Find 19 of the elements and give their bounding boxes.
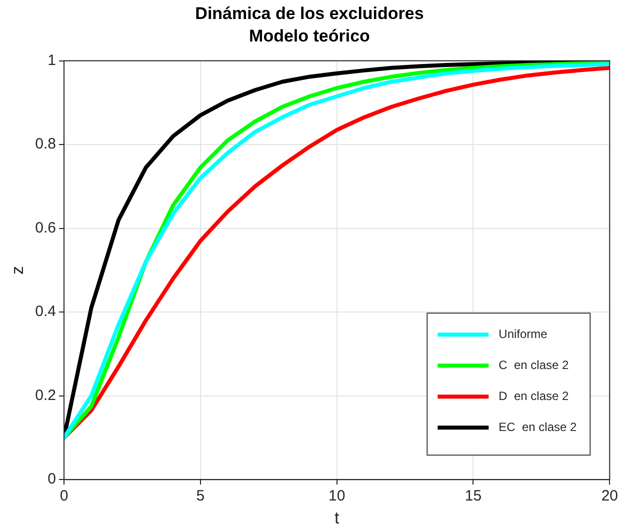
x-tick-label: 10 — [328, 488, 346, 505]
legend-label: Uniforme — [498, 326, 548, 341]
x-tick-label: 20 — [601, 488, 618, 505]
x-tick-label: 15 — [464, 488, 482, 505]
x-axis-title: t — [334, 508, 340, 528]
x-tick-label: 0 — [60, 488, 68, 505]
x-tick-label: 5 — [196, 488, 205, 505]
y-tick-label: 0.8 — [35, 136, 56, 153]
legend-label: C en clase 2 — [498, 358, 570, 372]
legend-label: EC en clase 2 — [498, 420, 578, 434]
y-axis-title: z — [8, 266, 27, 274]
chart-subtitle: Modelo teórico — [249, 26, 370, 46]
legend-label: D en clase 2 — [498, 388, 570, 403]
chart-title: Dinámica de los excluidores — [195, 4, 424, 23]
y-tick-label: 0.4 — [35, 303, 56, 320]
y-tick-label: 0.6 — [35, 219, 56, 236]
y-tick-label: 1 — [48, 52, 56, 69]
y-tick-label: 0.2 — [35, 386, 56, 404]
y-tick-label: 0 — [48, 470, 56, 488]
